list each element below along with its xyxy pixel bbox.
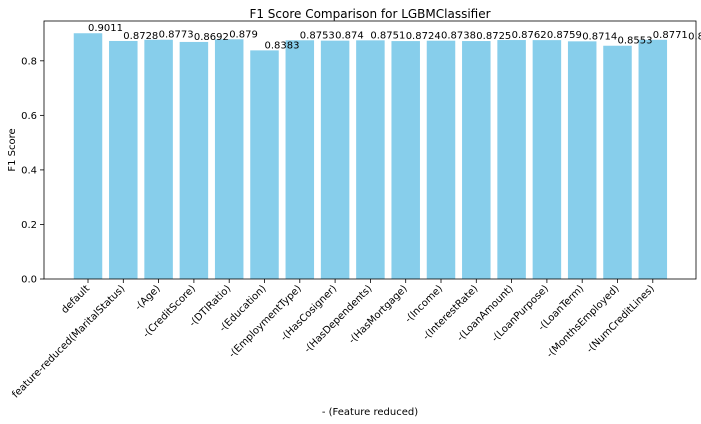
y-tick-label: 0.6: [21, 111, 37, 122]
bar: [250, 50, 279, 279]
value-label: 0.8751: [370, 30, 405, 41]
bar: [603, 45, 632, 280]
bar: [320, 40, 350, 279]
y-tick-label: 0.8: [21, 56, 37, 67]
y-tick-label: 0.0: [21, 275, 37, 286]
bar: [532, 40, 562, 280]
value-label: 0.8762: [512, 30, 547, 41]
value-label: 0.874: [335, 31, 364, 42]
bar: [426, 40, 456, 279]
value-label: 0.8715: [688, 31, 701, 42]
value-label: 0.8714: [582, 31, 617, 42]
bar: [214, 39, 244, 279]
value-label: 0.8728: [123, 31, 158, 42]
value-label: 0.8771: [653, 30, 688, 41]
bar: [462, 41, 491, 279]
bar: [144, 39, 173, 280]
bar: [109, 40, 138, 279]
value-label: 0.8738: [441, 31, 476, 42]
value-label: 0.8773: [159, 30, 194, 41]
bar: [285, 40, 315, 280]
y-tick-label: 0.4: [21, 165, 37, 176]
value-label: 0.9011: [88, 23, 123, 34]
value-label: 0.879: [229, 29, 258, 40]
bar: [567, 41, 597, 279]
y-tick-label: 0.2: [21, 220, 37, 231]
y-axis-label: F1 Score: [7, 128, 18, 171]
bar: [497, 40, 526, 279]
value-label: 0.8383: [265, 40, 300, 51]
x-axis-label: - (Feature reduced): [322, 407, 418, 418]
bar: [638, 39, 668, 279]
value-label: 0.8692: [194, 32, 229, 43]
bar: [179, 41, 209, 280]
value-label: 0.8724: [406, 31, 441, 42]
value-label: 0.8759: [547, 30, 582, 41]
chart-title: F1 Score Comparison for LGBMClassifier: [249, 7, 490, 21]
value-label: 0.8553: [618, 36, 653, 47]
y-axis: 0.0 0.2 0.4 0.6 0.8: [21, 56, 44, 286]
value-label: 0.8725: [476, 31, 511, 42]
bar: [73, 33, 103, 279]
bar: [356, 40, 385, 279]
plot-frame: [43, 20, 697, 280]
value-label: 0.8753: [300, 30, 335, 41]
bars-group: [73, 33, 668, 280]
bar: [391, 41, 420, 280]
